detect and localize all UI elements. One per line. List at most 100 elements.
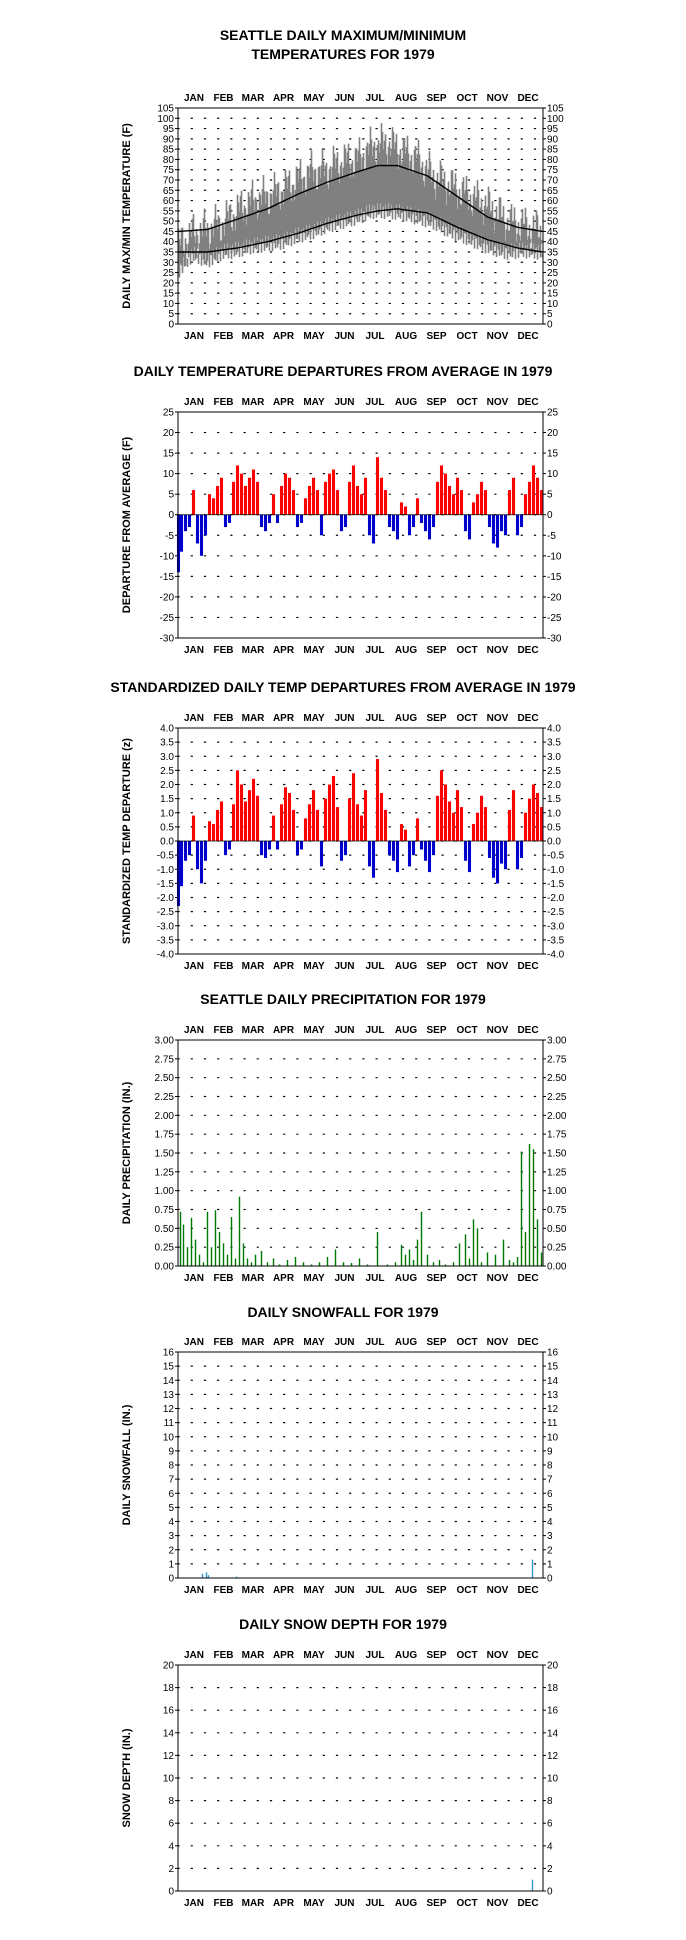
month-label-bottom: JUN bbox=[334, 1585, 354, 1596]
bar bbox=[531, 1559, 534, 1578]
y-tick-label-left: 11 bbox=[164, 1418, 175, 1429]
y-tick-label-right: 12 bbox=[547, 1404, 559, 1415]
month-label-bottom: FEB bbox=[214, 1898, 234, 1909]
bar bbox=[239, 473, 244, 515]
bar bbox=[419, 514, 424, 523]
y-tick-label-left: 1.50 bbox=[155, 1149, 175, 1160]
bar bbox=[528, 1143, 531, 1266]
bar bbox=[540, 1252, 543, 1266]
bar bbox=[226, 1254, 229, 1266]
y-tick-label-left: 2.0 bbox=[160, 780, 174, 791]
bar bbox=[439, 770, 444, 841]
y-tick-label-right: 35 bbox=[547, 248, 559, 259]
y-tick-label-left: 6 bbox=[168, 1819, 174, 1830]
bar bbox=[319, 514, 324, 536]
y-tick-label-right: 4 bbox=[547, 1841, 553, 1852]
month-label-bottom: AUG bbox=[395, 1273, 417, 1284]
y-tick-label-left: 4 bbox=[168, 1517, 174, 1528]
series bbox=[201, 1559, 534, 1578]
bar bbox=[295, 514, 300, 528]
month-label-top: SEP bbox=[426, 1650, 446, 1661]
bar bbox=[202, 1262, 205, 1266]
month-labels: JAN JAN FEB FEB MAR MAR APR APR MAY MAY JUN JUN JUL J… bbox=[184, 1650, 539, 1909]
y-tick-label-right: 16 bbox=[547, 1706, 559, 1717]
month-label-bottom: OCT bbox=[456, 331, 477, 342]
bar bbox=[319, 841, 324, 867]
bar bbox=[331, 776, 336, 841]
y-tick-label-right: -0.5 bbox=[547, 851, 565, 862]
bar bbox=[458, 1243, 461, 1266]
y-tick-label-right: 20 bbox=[547, 428, 559, 439]
y-tick-label-right: 2.50 bbox=[547, 1073, 567, 1084]
month-label-top: SEP bbox=[426, 93, 446, 104]
y-tick-label-left: 5 bbox=[168, 1503, 174, 1514]
y-tick-label-left: 14 bbox=[163, 1376, 175, 1387]
bar bbox=[291, 490, 296, 515]
bar bbox=[251, 469, 256, 515]
month-label-bottom: MAY bbox=[303, 1585, 325, 1596]
y-tick-label-left: -5 bbox=[165, 531, 174, 542]
y-tick-label-left: 25 bbox=[163, 268, 175, 279]
month-label-bottom: DEC bbox=[517, 961, 538, 972]
bar bbox=[363, 790, 368, 841]
bar bbox=[355, 804, 360, 841]
y-tick-label-left: 2.5 bbox=[160, 766, 174, 777]
month-label-bottom: MAR bbox=[242, 331, 266, 342]
bar bbox=[206, 1211, 209, 1266]
bar bbox=[263, 514, 268, 532]
month-label-top: MAR bbox=[242, 93, 266, 104]
bar bbox=[323, 798, 328, 841]
y-tick-label-left: 10 bbox=[163, 469, 175, 480]
month-label-bottom: JAN bbox=[184, 331, 204, 342]
month-label-bottom: JUL bbox=[366, 331, 385, 342]
y-tick-label-left: 0.25 bbox=[155, 1243, 175, 1254]
y-tick-label-right: 15 bbox=[547, 449, 559, 460]
y-tick-label-right: 50 bbox=[547, 217, 559, 228]
bar bbox=[207, 1575, 210, 1578]
bar bbox=[294, 1256, 297, 1266]
bar bbox=[463, 841, 468, 861]
month-labels: JAN JAN FEB FEB MAR MAR APR APR MAY MAY JUN JUN JUL J… bbox=[184, 397, 539, 656]
month-label-top: DEC bbox=[517, 397, 538, 408]
month-label-top: APR bbox=[273, 1650, 295, 1661]
bar bbox=[215, 485, 220, 515]
y-tick-label-left: 0.75 bbox=[155, 1205, 175, 1216]
y-tick-label-right: 1.75 bbox=[547, 1130, 567, 1141]
bar bbox=[383, 809, 388, 841]
y-tick-label-left: -2.5 bbox=[157, 907, 175, 918]
y-tick-label-right: 25 bbox=[547, 268, 559, 279]
y-tick-label-left: 100 bbox=[157, 114, 174, 125]
y-tick-label-left: 8 bbox=[168, 1461, 174, 1472]
bar bbox=[363, 477, 368, 515]
bar bbox=[198, 1254, 201, 1266]
y-tick-label-right: 20 bbox=[547, 1661, 559, 1672]
bar bbox=[214, 1210, 217, 1266]
chart-title-line2: TEMPERATURES FOR 1979 bbox=[251, 46, 435, 62]
month-label-top: FEB bbox=[214, 713, 234, 724]
y-tick-label-right: 5 bbox=[547, 490, 553, 501]
bar bbox=[524, 1232, 527, 1266]
y-tick-label-left: -30 bbox=[160, 634, 175, 645]
bar bbox=[307, 804, 312, 841]
y-tick-label-left: 95 bbox=[163, 124, 175, 135]
bar bbox=[335, 490, 340, 515]
y-axis-label: SNOW DEPTH (IN.) bbox=[121, 1728, 133, 1827]
bar bbox=[255, 795, 260, 841]
bar bbox=[408, 1249, 411, 1266]
bar bbox=[516, 1256, 519, 1266]
bar bbox=[523, 494, 528, 515]
bar bbox=[179, 1211, 182, 1266]
y-tick-label-right: 75 bbox=[547, 165, 559, 176]
bar bbox=[539, 490, 544, 515]
month-label-bottom: MAR bbox=[242, 961, 266, 972]
bar bbox=[210, 1247, 213, 1266]
y-tick-label-left: 70 bbox=[163, 176, 175, 187]
chart-title: STANDARDIZED DAILY TEMP DEPARTURES FROM … bbox=[110, 679, 575, 695]
bar bbox=[532, 1149, 535, 1266]
bar bbox=[358, 1258, 361, 1266]
bar bbox=[479, 795, 484, 841]
bar bbox=[407, 841, 412, 867]
bar bbox=[183, 514, 188, 532]
bar bbox=[371, 841, 376, 878]
bar bbox=[395, 514, 400, 540]
